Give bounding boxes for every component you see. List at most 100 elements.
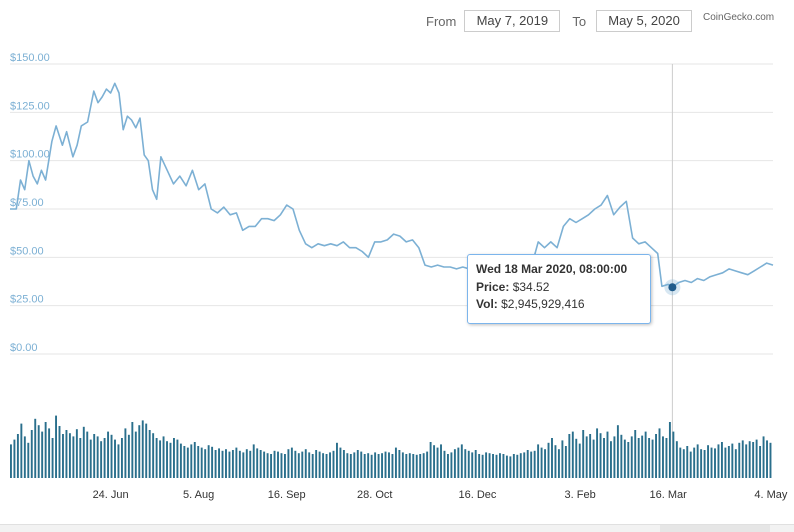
- volume-bar: [304, 449, 307, 478]
- x-tick-label: 24. Jun: [93, 489, 129, 501]
- volume-bar: [401, 452, 404, 478]
- volume-bar: [665, 438, 668, 478]
- to-date-input[interactable]: May 5, 2020: [596, 10, 693, 32]
- tooltip-vol-label: Vol:: [476, 297, 498, 311]
- volume-bar: [398, 450, 401, 478]
- volume-bar: [748, 441, 751, 478]
- volume-bar: [658, 428, 661, 478]
- volume-bar: [686, 446, 689, 478]
- volume-bar: [394, 447, 397, 478]
- volume-bar: [211, 446, 214, 478]
- volume-bar: [374, 452, 377, 478]
- volume-bar: [464, 449, 467, 478]
- volume-bar: [662, 436, 664, 478]
- volume-bar: [218, 448, 220, 478]
- volume-bar: [450, 452, 453, 478]
- volume-bar: [332, 450, 335, 478]
- from-date-input[interactable]: May 7, 2019: [464, 10, 561, 32]
- volume-bar: [145, 423, 148, 478]
- volume-bar: [131, 422, 134, 478]
- volume-bar: [700, 449, 703, 478]
- tooltip-price-value: $34.52: [512, 280, 550, 294]
- volume-bar: [207, 445, 210, 478]
- volume-bar: [30, 430, 33, 478]
- volume-bar: [155, 438, 158, 478]
- volume-bar: [235, 447, 238, 478]
- volume-bar: [16, 434, 19, 478]
- volume-bar: [55, 415, 57, 478]
- volume-bar: [741, 440, 744, 478]
- volume-bar: [637, 438, 640, 478]
- highlighted-point-marker[interactable]: [668, 283, 677, 292]
- volume-bar: [592, 439, 595, 478]
- tooltip-vol-row: Vol: $2,945,929,416: [476, 297, 642, 311]
- volume-bar: [169, 442, 172, 478]
- volume-bar: [186, 447, 189, 478]
- volume-bar: [283, 454, 286, 478]
- volume-bar: [225, 449, 227, 478]
- volume-bar: [273, 450, 276, 478]
- volume-bar: [249, 450, 252, 478]
- volume-bar: [200, 447, 203, 478]
- volume-bar: [627, 442, 630, 478]
- volume-bar: [644, 431, 647, 478]
- volume-bar: [204, 449, 207, 478]
- navigator-scrollbar[interactable]: [0, 524, 794, 532]
- volume-bar: [651, 439, 654, 478]
- tooltip-date: Wed 18 Mar 2020, 08:00:00: [476, 262, 628, 276]
- volume-bar: [530, 451, 533, 478]
- volume-bar: [20, 423, 23, 478]
- volume-bar: [405, 454, 408, 478]
- volume-bar: [616, 425, 619, 478]
- volume-bar: [585, 436, 588, 478]
- volume-bar: [336, 442, 338, 478]
- volume-bar: [280, 453, 283, 478]
- volume-bar: [214, 450, 217, 478]
- volume-bar: [481, 454, 484, 478]
- volume-bar: [190, 444, 193, 478]
- volume-bar: [467, 450, 470, 478]
- volume-bar: [370, 454, 373, 478]
- volume-bar: [86, 431, 89, 478]
- volume-bar: [48, 428, 51, 478]
- volume-bar: [766, 440, 768, 478]
- volume-bar: [353, 452, 356, 478]
- price-series-line: [10, 82, 774, 289]
- volume-bar: [727, 446, 730, 478]
- volume-bar: [433, 445, 436, 478]
- volume-bar: [460, 444, 463, 478]
- x-tick-label: 16. Sep: [268, 489, 306, 501]
- y-tick-label: $25.00: [10, 294, 44, 306]
- volume-bar: [65, 430, 68, 478]
- volume-bar: [287, 449, 290, 478]
- scrollbar-thumb[interactable]: [660, 525, 770, 532]
- volume-bar: [488, 453, 491, 478]
- brand-credit: CoinGecko.com: [703, 12, 775, 23]
- volume-bar: [23, 436, 26, 478]
- volume-bar: [679, 447, 682, 478]
- volume-bar: [120, 438, 123, 478]
- volume-bar: [242, 452, 245, 478]
- volume-bar: [557, 449, 560, 478]
- volume-bar: [689, 451, 692, 478]
- volume-bar: [408, 453, 411, 478]
- volume-bar: [720, 442, 723, 478]
- volume-bar: [228, 451, 231, 478]
- volume-bar: [745, 444, 748, 478]
- volume-bar: [301, 451, 304, 478]
- volume-bar: [693, 447, 696, 478]
- volume-bar: [696, 444, 699, 478]
- volume-bar: [516, 454, 519, 478]
- volume-bar: [505, 455, 508, 478]
- volume-bar: [107, 431, 110, 478]
- volume-bar: [526, 450, 529, 478]
- y-tick-label: $100.00: [10, 149, 50, 161]
- x-tick-label: 4. May: [754, 489, 788, 501]
- volume-bar: [429, 442, 432, 478]
- volume-bar: [311, 454, 314, 478]
- volume-bar: [141, 420, 144, 478]
- volume-bar: [176, 439, 179, 478]
- volume-bar: [294, 450, 297, 478]
- volume-bar: [714, 448, 716, 478]
